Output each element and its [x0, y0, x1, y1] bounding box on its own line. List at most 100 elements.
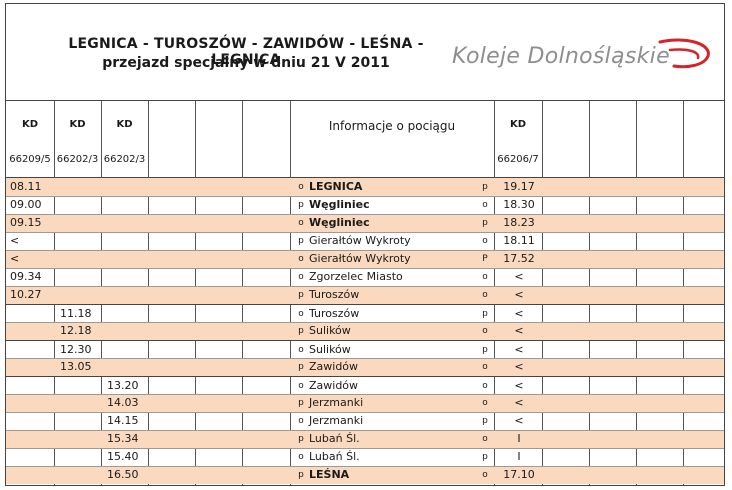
arrival-departure-marker: o	[298, 272, 304, 282]
table-row: 08.11 o LEGNICA p 19.17	[6, 178, 724, 196]
station-name: LEGNICA	[309, 180, 363, 193]
arrival-departure-marker: p	[482, 416, 488, 426]
table-row: < p Gierałtów Wykroty o 18.11	[6, 232, 724, 250]
station-name: Lubań Śl.	[309, 432, 360, 445]
station-name: Jerzmanki	[309, 414, 364, 427]
station-name: Węgliniec	[309, 216, 370, 229]
arrival-departure-marker: o	[298, 381, 304, 391]
arrival-departure-marker: p	[298, 326, 304, 336]
column-kd-label: KD	[69, 119, 86, 130]
timetable: LEGNICA - TUROSZÓW - ZAWIDÓW - LEŚNA - L…	[5, 3, 725, 486]
table-row: 14.03 p Jerzmanki o <	[6, 394, 724, 412]
station-name: LEŚNA	[309, 468, 350, 481]
return-time-cell: <	[514, 379, 524, 392]
arrival-departure-marker: o	[298, 254, 304, 264]
return-time-cell: 18.30	[503, 198, 535, 211]
row-divider	[6, 466, 724, 467]
table-row: 13.05 p Zawidów o <	[6, 358, 724, 376]
departure-time-cell: <	[10, 234, 20, 247]
station-name: Gierałtów Wykroty	[309, 252, 411, 265]
departure-time-cell: 14.15	[107, 414, 139, 427]
row-divider	[6, 394, 724, 395]
table-row: 13.20 o Zawidów o <	[6, 376, 724, 395]
special-trip-subtitle: przejazd specjalny w dniu 21 V 2011	[102, 55, 390, 71]
departure-time-cell: 09.00	[10, 198, 42, 211]
train-number: 66202/3	[103, 154, 146, 165]
table-row: 15.34 p Lubań Śl. o I	[6, 430, 724, 448]
departure-time-cell: 12.18	[60, 324, 92, 337]
arrival-departure-marker: p	[298, 470, 304, 480]
departure-time-cell: 12.30	[60, 343, 92, 356]
departure-time-cell: 15.40	[107, 450, 139, 463]
arrival-departure-marker: p	[298, 398, 304, 408]
arrival-departure-marker: p	[482, 182, 488, 192]
return-time-cell: <	[514, 307, 524, 320]
departure-time-cell: 13.20	[107, 379, 139, 392]
route-title: LEGNICA - TUROSZÓW - ZAWIDÓW - LEŚNA - L…	[68, 36, 424, 68]
station-name: Turoszów	[309, 307, 360, 320]
station-name: Węgliniec	[309, 198, 370, 211]
row-divider	[6, 268, 724, 269]
return-time-cell: I	[517, 450, 521, 463]
station-name: Turoszów	[309, 288, 360, 301]
row-divider	[6, 232, 724, 233]
table-row: 09.15 o Węgliniec p 18.23	[6, 214, 724, 232]
return-time-cell: 18.23	[503, 216, 535, 229]
arrival-departure-marker: o	[482, 290, 488, 300]
arrival-departure-marker: o	[298, 452, 304, 462]
table-row: 10.27 p Turoszów o <	[6, 286, 724, 304]
arrival-departure-marker: p	[298, 362, 304, 372]
station-name: Zawidów	[309, 379, 359, 392]
return-time-cell: <	[514, 324, 524, 337]
station-name: Jerzmanki	[309, 396, 364, 409]
table-row: 09.34 o Zgorzelec Miasto o <	[6, 268, 724, 286]
arrival-departure-marker: p	[298, 200, 304, 210]
departure-time-cell: 09.15	[10, 216, 42, 229]
column-kd-label: KD	[509, 119, 527, 130]
arrival-departure-marker: o	[298, 218, 304, 228]
return-time-cell: 17.52	[503, 252, 535, 265]
station-name: Zgorzelec Miasto	[309, 270, 403, 283]
return-time-cell: 18.11	[503, 234, 535, 247]
timetable-header: LEGNICA - TUROSZÓW - ZAWIDÓW - LEŚNA - L…	[6, 4, 724, 101]
arrival-departure-marker: p	[298, 236, 304, 246]
departure-time-cell: 08.11	[10, 180, 42, 193]
arrival-departure-marker: o	[298, 345, 304, 355]
row-divider	[6, 358, 724, 359]
return-time-cell: 17.10	[503, 468, 535, 481]
table-row: 15.40 o Lubań Śl. p I	[6, 448, 724, 466]
station-name: Gierałtów Wykroty	[309, 234, 411, 247]
arrival-departure-marker: o	[482, 326, 488, 336]
train-info-header: Informacje o pociągu	[328, 119, 456, 133]
table-row: 12.30 o Sulików p <	[6, 340, 724, 359]
table-row: 16.50 p LEŚNA o 17.10	[6, 466, 724, 484]
table-row: 12.18 p Sulików o <	[6, 322, 724, 340]
company-logo-text: Koleje Dolnośląskie	[452, 44, 670, 69]
departure-time-cell: 09.34	[10, 270, 42, 283]
return-time-cell: <	[514, 360, 524, 373]
departure-time-cell: 15.34	[107, 432, 139, 445]
arrival-departure-marker: o	[482, 398, 488, 408]
station-name: Sulików	[309, 324, 351, 337]
arrival-departure-marker: p	[298, 290, 304, 300]
table-row: 09.00 p Węgliniec o 18.30	[6, 196, 724, 214]
station-name: Zawidów	[309, 360, 359, 373]
arrival-departure-marker: p	[482, 218, 488, 228]
arrival-departure-marker: o	[482, 470, 488, 480]
return-time-cell: <	[514, 396, 524, 409]
table-row: 14.15 o Jerzmanki p <	[6, 412, 724, 430]
arrival-departure-marker: o	[482, 200, 488, 210]
column-header-row	[6, 101, 724, 178]
departure-time-cell: 10.27	[10, 288, 42, 301]
return-time-cell: I	[517, 432, 521, 445]
train-number: 66206/7	[497, 154, 539, 165]
arrival-departure-marker: o	[482, 434, 488, 444]
arrival-departure-marker: o	[482, 362, 488, 372]
row-divider	[6, 214, 724, 215]
arrival-departure-marker: P	[482, 254, 488, 264]
row-divider	[6, 448, 724, 449]
return-time-cell: <	[514, 343, 524, 356]
column-kd-label: KD	[21, 119, 39, 130]
return-time-cell: <	[514, 288, 524, 301]
arrival-departure-marker: o	[298, 416, 304, 426]
